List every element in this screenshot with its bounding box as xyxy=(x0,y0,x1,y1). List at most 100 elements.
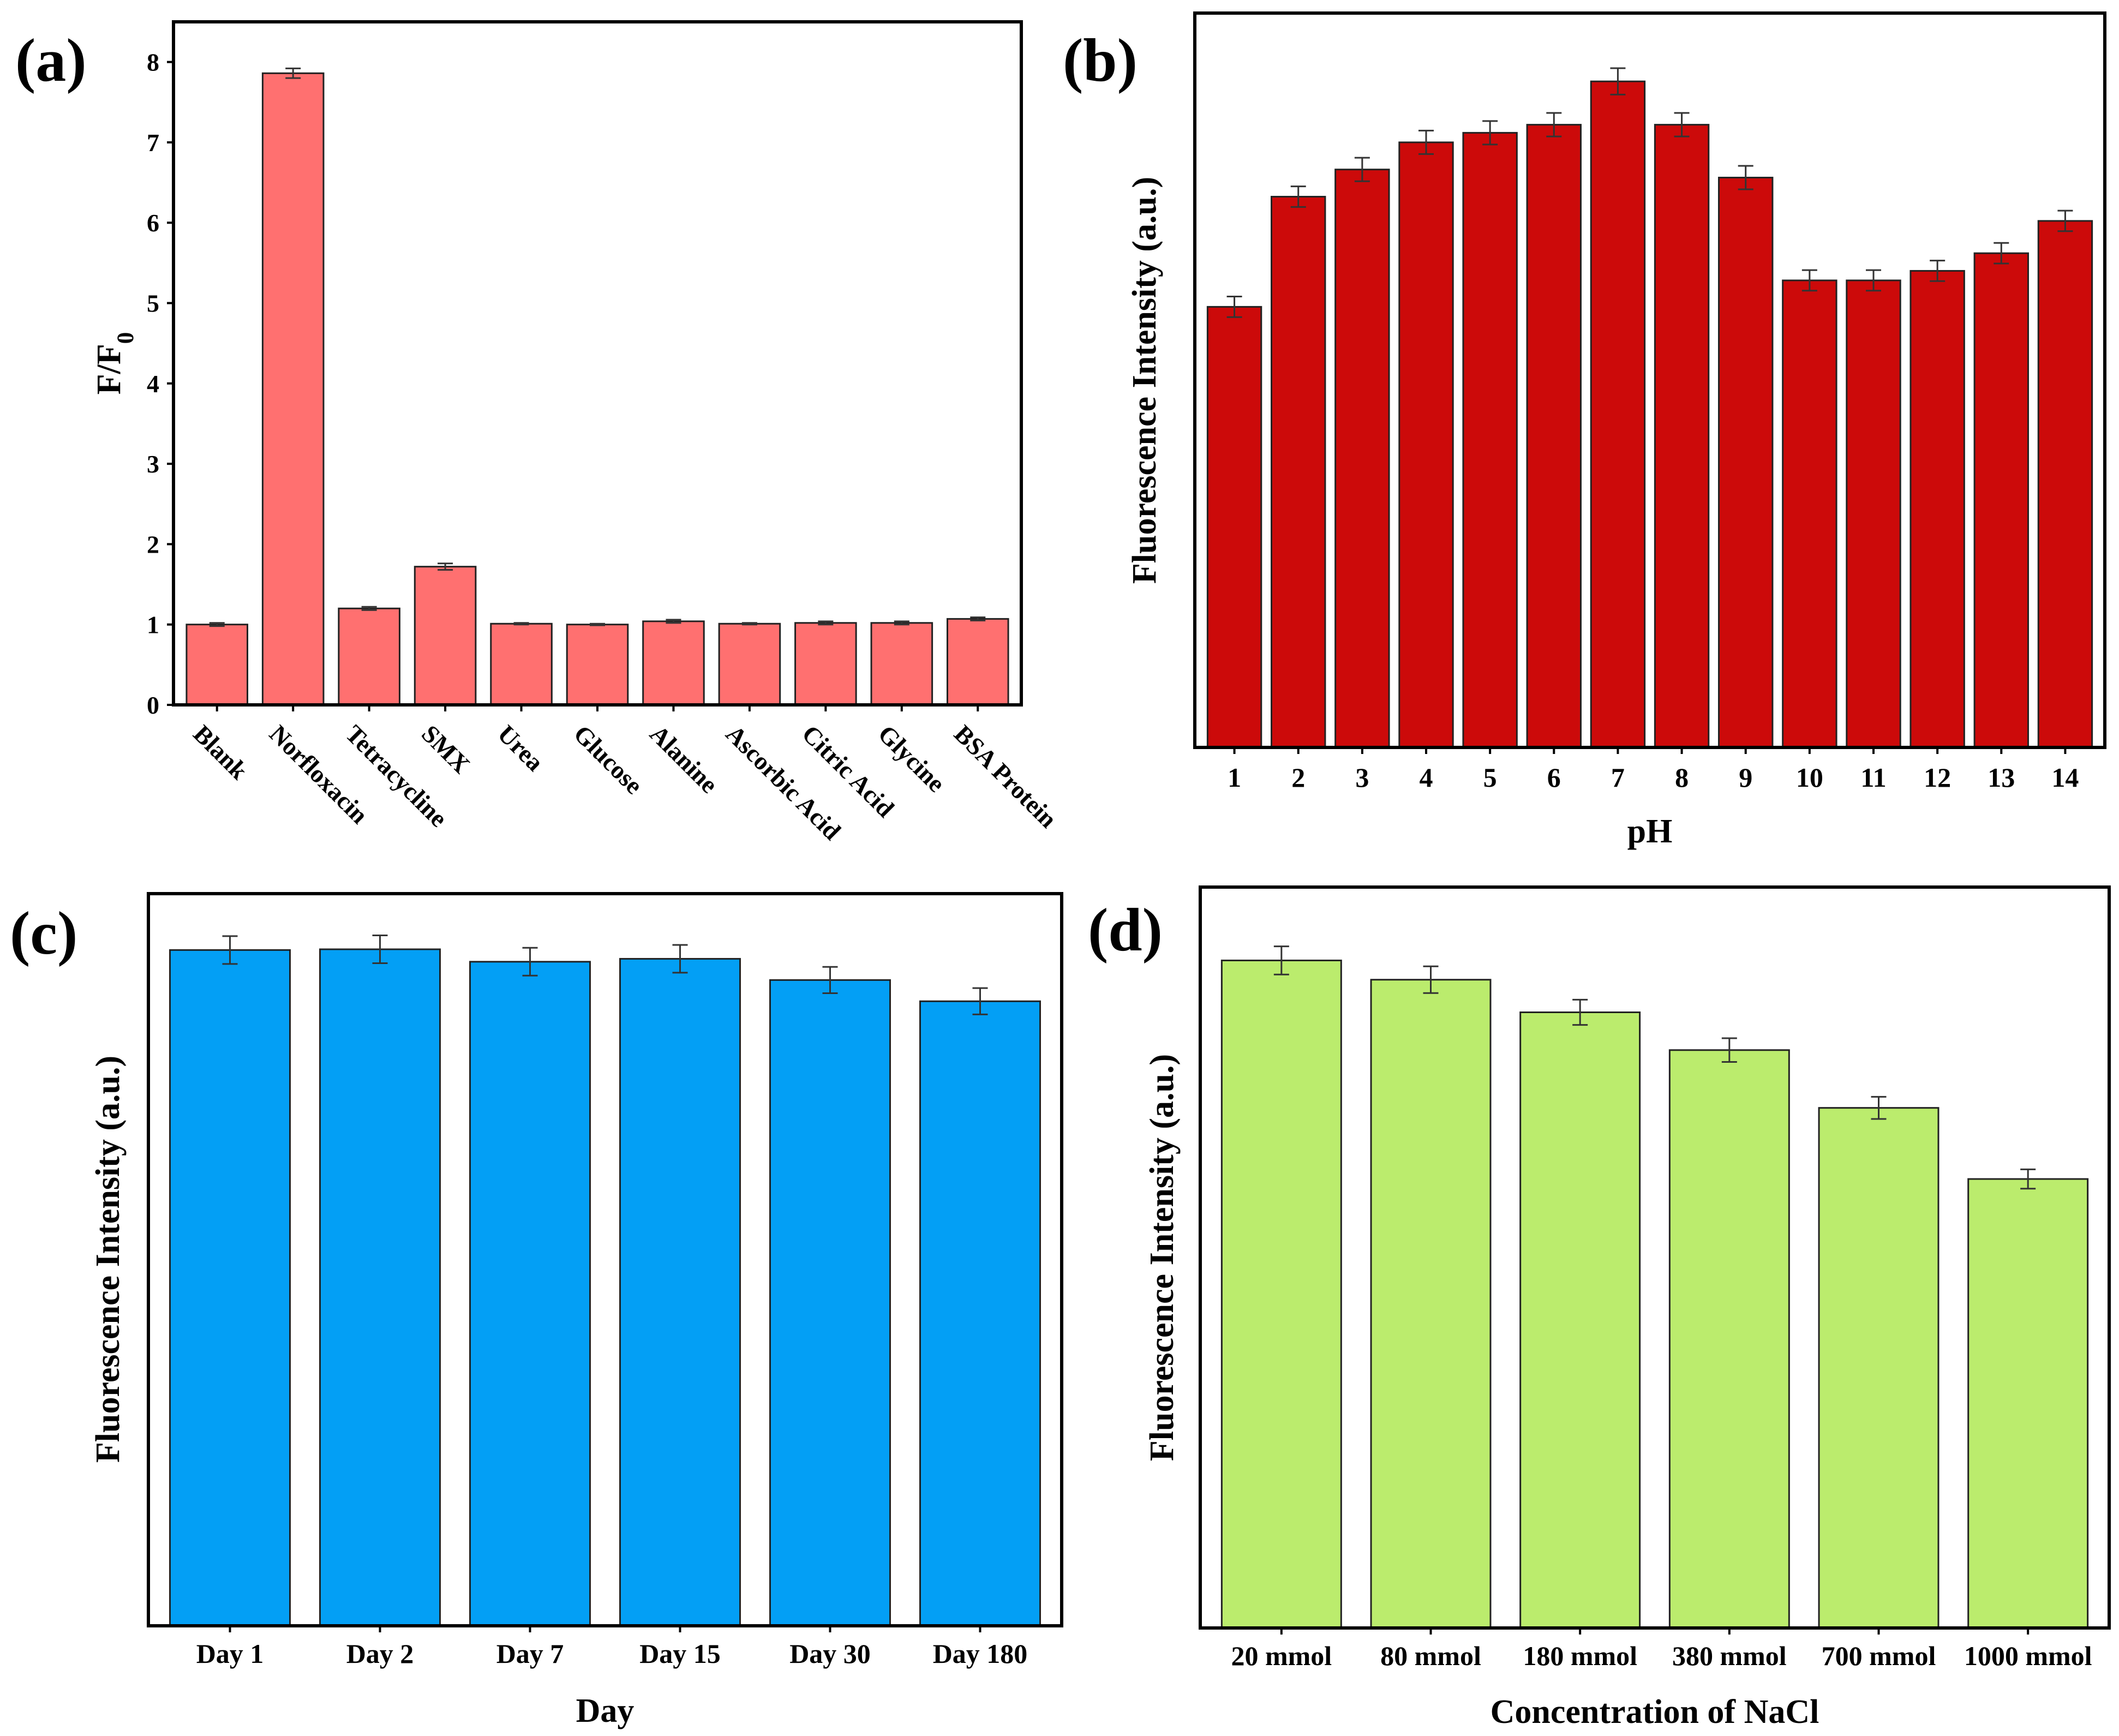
bar xyxy=(490,622,553,706)
x-tick-label: Day 1 xyxy=(196,1638,264,1669)
y-tick-label: 0 xyxy=(147,691,159,719)
x-tick-label: 7 xyxy=(1611,762,1625,793)
x-axis-title: Concentration of NaCl xyxy=(1491,1693,1819,1731)
bar xyxy=(1519,1011,1641,1629)
bar xyxy=(1271,196,1326,749)
bar xyxy=(169,949,291,1627)
bar xyxy=(919,1000,1041,1627)
y-tick-label: 1 xyxy=(147,611,159,639)
chart-panel-3: (c) Day 1 Day 2 Day 7 Day 15 Day 30 Day 180 Day… xyxy=(10,892,1063,1729)
plot-frame xyxy=(172,20,1023,707)
y-axis-title: Fluorescence Intensity (a.u.) xyxy=(1144,1054,1181,1461)
plot-frame xyxy=(1199,885,2111,1630)
x-tick-label: BSA Protein xyxy=(949,720,1062,833)
bar xyxy=(1220,959,1342,1629)
x-tick-label: Glycine xyxy=(873,720,951,798)
bar xyxy=(1590,80,1646,749)
x-tick-label: 2 xyxy=(1291,762,1305,793)
bar xyxy=(1654,124,1710,749)
x-tick-label: 1000 mmol xyxy=(1964,1641,2092,1671)
bar xyxy=(870,622,933,706)
x-tick-label: 700 mmol xyxy=(1822,1641,1936,1671)
y-tick-label: 2 xyxy=(147,530,159,558)
bar xyxy=(619,957,741,1627)
bar xyxy=(1370,979,1492,1629)
x-tick-label: 180 mmol xyxy=(1523,1641,1637,1671)
x-tick-label: 5 xyxy=(1483,762,1497,793)
x-tick-label: 1 xyxy=(1228,762,1241,793)
y-tick-label: 8 xyxy=(147,49,159,76)
bar xyxy=(642,620,705,706)
bar xyxy=(769,979,891,1627)
x-tick-label: SMX xyxy=(416,720,475,779)
y-axis-title: F/F0 xyxy=(91,332,139,394)
x-axis-title: pH xyxy=(1627,813,1673,850)
bar xyxy=(1818,1107,1940,1629)
y-tick-label: 6 xyxy=(147,209,159,237)
bar xyxy=(566,624,629,706)
bar xyxy=(1398,141,1454,749)
bar xyxy=(1718,177,1774,749)
bar xyxy=(718,622,781,706)
x-tick-label: 20 mmol xyxy=(1231,1641,1332,1671)
x-tick-label: Blank xyxy=(188,720,254,785)
panel-label: (a) xyxy=(15,27,87,94)
panel-label: (c) xyxy=(10,900,77,967)
x-tick-label: 80 mmol xyxy=(1380,1641,1481,1671)
plot-frame xyxy=(1193,11,2106,749)
bar xyxy=(1973,252,2029,749)
x-tick-label: 11 xyxy=(1860,762,1886,793)
y-tick-label: 5 xyxy=(147,290,159,318)
x-tick-label: Day 180 xyxy=(933,1638,1028,1669)
bar xyxy=(469,961,591,1627)
x-tick-label: 14 xyxy=(2051,762,2079,793)
plot-frame xyxy=(147,892,1063,1627)
bar xyxy=(414,566,477,706)
panel-label: (d) xyxy=(1088,896,1163,964)
bar xyxy=(2037,220,2093,749)
bar xyxy=(1206,306,1262,749)
x-tick-label: Day 2 xyxy=(346,1638,414,1669)
bar xyxy=(946,618,1009,706)
x-tick-label: Day 7 xyxy=(496,1638,564,1669)
bar xyxy=(1910,270,1965,749)
x-tick-label: Day 15 xyxy=(639,1638,721,1669)
bar xyxy=(261,72,325,706)
y-tick-label: 4 xyxy=(147,370,159,398)
chart-panel-4: (d) 20 mmol 80 mmol 180 mmol 380 mmol 700 mmo… xyxy=(1088,885,2111,1731)
bar xyxy=(338,607,400,706)
y-axis-title: Fluorescence Intensity (a.u.) xyxy=(1126,177,1163,584)
bar xyxy=(1668,1049,1790,1629)
x-tick-label: Urea xyxy=(492,720,549,776)
x-tick-label: Alanine xyxy=(644,720,723,799)
x-tick-label: 10 xyxy=(1796,762,1823,793)
x-axis-title: Day xyxy=(576,1692,634,1729)
x-tick-label: 8 xyxy=(1675,762,1689,793)
bar xyxy=(1967,1178,2089,1629)
bar xyxy=(1462,131,1518,749)
bar xyxy=(319,948,441,1627)
y-axis-title-subscript: 0 xyxy=(113,332,139,344)
x-tick-label: Glucose xyxy=(568,720,648,799)
bar xyxy=(1526,124,1582,749)
x-tick-label: 12 xyxy=(1924,762,1951,793)
x-tick-label: 6 xyxy=(1547,762,1561,793)
x-tick-label: 13 xyxy=(1988,762,2015,793)
panel-label: (b) xyxy=(1063,27,1138,94)
x-tick-label: 380 mmol xyxy=(1672,1641,1787,1671)
y-axis-title: Fluorescence Intensity (a.u.) xyxy=(89,1056,127,1463)
x-tick-label: 4 xyxy=(1420,762,1433,793)
bar xyxy=(1782,279,1837,749)
y-tick-label: 3 xyxy=(147,450,159,478)
x-tick-label: 9 xyxy=(1739,762,1752,793)
bar xyxy=(1334,169,1390,749)
bar xyxy=(794,622,857,706)
y-tick-label: 7 xyxy=(147,129,159,157)
x-tick-label: 3 xyxy=(1355,762,1369,793)
bar xyxy=(185,624,249,706)
x-tick-label: Day 30 xyxy=(789,1638,871,1669)
bar xyxy=(1846,279,1901,749)
